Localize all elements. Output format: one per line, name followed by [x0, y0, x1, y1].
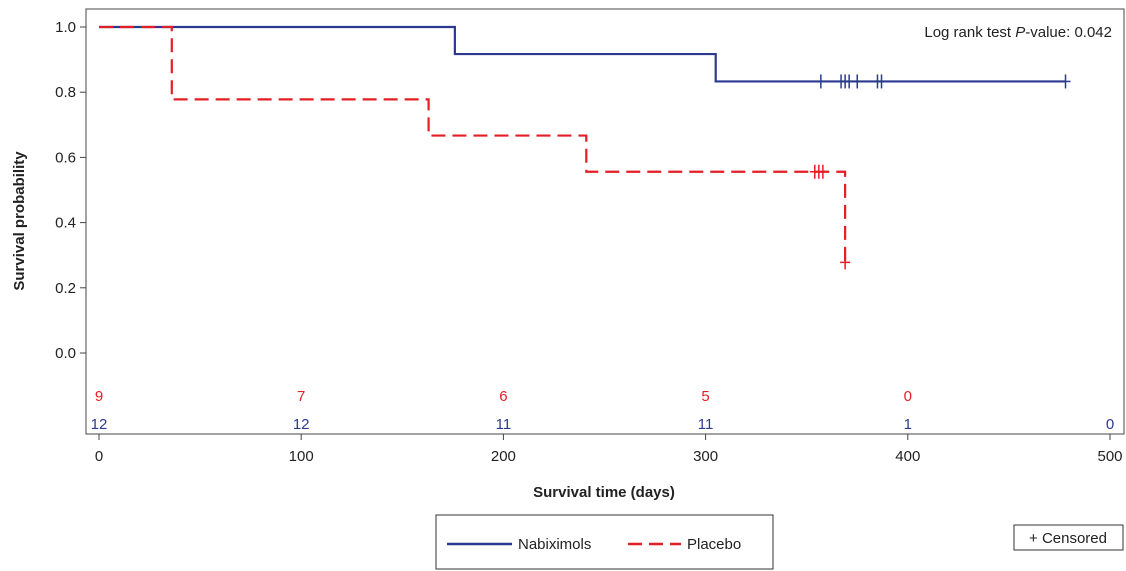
plot-frame: [85, 8, 1125, 435]
legend: Nabiximols Placebo: [435, 514, 774, 570]
annotation: Log rank test P-value: 0.042: [924, 24, 1112, 41]
at-risk-placebo: 0: [904, 388, 912, 405]
y-tick-label: 0.4: [55, 215, 76, 232]
at-risk-nabiximols: 12: [293, 416, 310, 433]
at-risk-nabiximols: 12: [91, 416, 108, 433]
x-tick-label: 100: [289, 448, 314, 465]
at-risk-placebo: 9: [95, 388, 103, 405]
x-tick-label: 500: [1097, 448, 1122, 465]
at-risk-placebo: 7: [297, 388, 305, 405]
x-axis: 0 100 200 300 400 500: [95, 434, 1123, 465]
series-line-nabiximols: [99, 25, 1066, 83]
y-axis: 0.0 0.2 0.4 0.6 0.8 1.0: [55, 19, 86, 362]
y-tick-label: 0.6: [55, 149, 76, 166]
at-risk-nabiximols: 1: [904, 416, 912, 433]
y-tick-label: 0.0: [55, 345, 76, 362]
x-tick-label: 300: [693, 448, 718, 465]
censored-legend: + Censored: [1013, 524, 1124, 551]
censored-legend-label: + Censored: [1029, 530, 1107, 547]
series-line-placebo: [99, 25, 847, 263]
legend-label-placebo: Placebo: [687, 536, 741, 553]
at-risk-nabiximols: 0: [1106, 416, 1114, 433]
series-layer: [99, 25, 1071, 270]
at-risk-nabiximols: 11: [698, 416, 714, 433]
legend-label-nabiximols: Nabiximols: [518, 536, 591, 553]
x-tick-label: 0: [95, 448, 103, 465]
censor-mark-placebo: [840, 255, 851, 270]
x-axis-label: Survival time (days): [533, 484, 675, 501]
at-risk-placebo: 6: [499, 388, 507, 405]
at-risk-placebo: 5: [701, 388, 709, 405]
x-tick-label: 200: [491, 448, 516, 465]
at-risk-table: 9 7 6 5 012 12 11 11 1 0: [91, 388, 1115, 433]
y-axis-label: Survival probability: [11, 151, 28, 291]
censor-mark-placebo: [817, 164, 828, 179]
censor-mark-nabiximols: [852, 74, 863, 89]
censor-mark-nabiximols: [876, 74, 887, 89]
censored-legend-box: [1013, 524, 1124, 551]
y-tick-label: 0.2: [55, 280, 76, 297]
censor-mark-nabiximols: [815, 74, 826, 89]
legend-box: [435, 514, 774, 570]
y-tick-label: 0.8: [55, 84, 76, 101]
at-risk-nabiximols: 11: [496, 416, 512, 433]
x-tick-label: 400: [895, 448, 920, 465]
censor-mark-nabiximols: [1060, 74, 1071, 89]
y-tick-label: 1.0: [55, 19, 76, 36]
